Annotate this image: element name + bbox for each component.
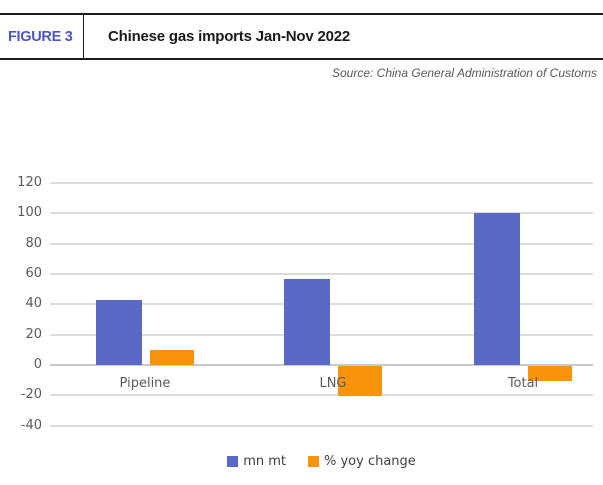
bar-total-mn-mt — [474, 213, 520, 365]
x-axis-label-pipeline: Pipeline — [119, 376, 171, 391]
legend-item-mn-mt: mn mt — [227, 454, 286, 469]
figure-title-cell: Chinese gas imports Jan-Nov 2022 — [84, 15, 603, 58]
legend-label-yoy-change: % yoy change — [323, 454, 416, 469]
gridline--20 — [50, 394, 593, 397]
y-axis-tick-20: 20 — [25, 326, 42, 342]
y-axis-tick-40: 40 — [25, 296, 42, 312]
gridline-100 — [50, 212, 593, 215]
figure-header: FIGURE 3 Chinese gas imports Jan-Nov 202… — [0, 13, 603, 60]
y-axis-tick--40: -40 — [20, 417, 42, 433]
x-axis-label-total: Total — [507, 376, 539, 391]
bar-lng--yoy-change — [338, 366, 382, 397]
bar-lng-mn-mt — [284, 278, 330, 365]
legend-label-mn-mt: mn mt — [243, 454, 286, 469]
figure-title: Chinese gas imports Jan-Nov 2022 — [108, 28, 351, 45]
x-axis-label-lng: LNG — [319, 376, 347, 391]
figure-number-cell: FIGURE 3 — [0, 15, 84, 58]
y-axis-tick-0: 0 — [33, 357, 42, 372]
gridline-120 — [50, 182, 593, 184]
bar-total--yoy-change — [528, 366, 572, 382]
bar-pipeline-mn-mt — [96, 299, 142, 365]
y-axis-tick-100: 100 — [17, 205, 42, 221]
gridline-80 — [50, 242, 593, 245]
y-axis-tick-60: 60 — [25, 266, 42, 281]
legend-swatch-blue — [227, 456, 239, 467]
gridline-0 — [50, 364, 593, 366]
y-axis-tick--20: -20 — [20, 387, 42, 403]
source-attribution: Source: China General Administration of … — [331, 66, 597, 80]
gridline--40 — [50, 424, 593, 427]
y-axis-tick-120: 120 — [17, 175, 42, 190]
legend-item-yoy-change: % yoy change — [307, 454, 416, 469]
legend: mn mt % yoy change — [50, 454, 593, 469]
figure-number-label: FIGURE 3 — [8, 28, 73, 45]
bar-pipeline--yoy-change — [150, 349, 194, 365]
y-axis-tick-80: 80 — [25, 235, 42, 251]
gridline-60 — [50, 273, 593, 275]
legend-swatch-orange — [307, 456, 319, 467]
